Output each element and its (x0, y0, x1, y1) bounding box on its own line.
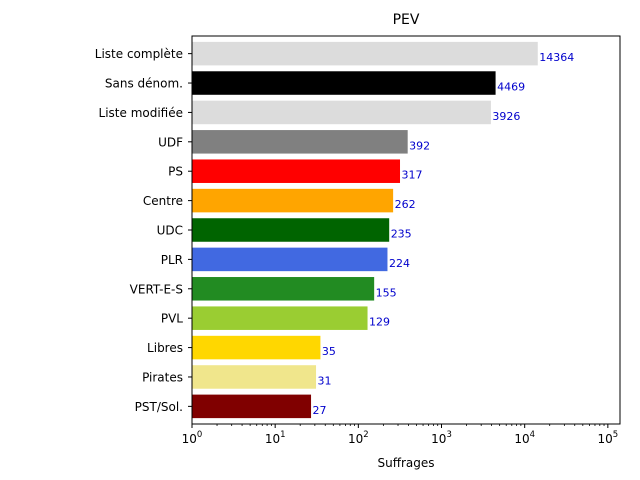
bar-value-label: 392 (409, 139, 430, 152)
bar (192, 335, 321, 360)
bar-value-label: 35 (322, 345, 336, 358)
bar-value-label: 317 (402, 169, 423, 182)
y-tick-label: UDC (157, 224, 183, 238)
y-tick-label: Liste modifiée (99, 106, 183, 120)
bar (192, 306, 368, 330)
x-tick-label: 105 (597, 430, 618, 446)
plot-frame (191, 35, 621, 425)
chart-title: PEV (393, 12, 420, 28)
bar (192, 218, 390, 242)
x-tick-label: 100 (182, 430, 203, 446)
bars-layer: 14364 4469 3926 392 317 262 235 224 155 129 35 31 27 (192, 41, 574, 419)
y-tick-label: PVL (161, 312, 183, 326)
y-tick-label: Pirates (142, 370, 183, 384)
bar-value-label: 235 (391, 228, 412, 241)
x-tick-label: 102 (348, 430, 369, 446)
bar-value-label: 31 (318, 374, 332, 387)
bar (192, 365, 317, 389)
y-tick-layer: Liste complète Sans dénom. Liste modifiée U… (95, 47, 192, 414)
y-tick-label: Liste complète (95, 47, 183, 61)
y-tick-label: UDF (158, 135, 183, 149)
y-tick-label: VERT-E-S (130, 282, 183, 296)
bar-value-label: 262 (395, 198, 416, 211)
y-tick-label: Libres (147, 341, 183, 355)
bar (192, 41, 538, 66)
bar-value-label: 27 (313, 404, 327, 417)
bar (192, 100, 491, 125)
bar (192, 247, 388, 272)
bar-value-label: 224 (389, 257, 410, 270)
bar (192, 130, 408, 154)
bar-value-label: 4469 (497, 81, 525, 94)
x-tick-label: 103 (431, 430, 452, 446)
bar (192, 277, 375, 301)
bar-value-label: 3926 (492, 110, 520, 123)
y-tick-label: PLR (161, 253, 183, 267)
x-axis-label: Suffrages (377, 456, 434, 470)
y-tick-label: PST/Sol. (135, 400, 183, 414)
bar (192, 159, 401, 183)
y-tick-label: Sans dénom. (105, 77, 183, 91)
bar-value-label: 14364 (539, 51, 574, 64)
bar-value-label: 129 (369, 316, 390, 329)
bar (192, 394, 312, 419)
bar (192, 188, 394, 213)
x-tick-layer: 100 101 102 103 104 105 (182, 424, 618, 446)
y-tick-label: PS (168, 165, 183, 179)
x-tick-label: 101 (265, 430, 286, 446)
y-tick-label: Centre (143, 194, 183, 208)
x-tick-label: 104 (514, 430, 535, 446)
bar (192, 71, 496, 95)
bar-value-label: 155 (376, 286, 397, 299)
